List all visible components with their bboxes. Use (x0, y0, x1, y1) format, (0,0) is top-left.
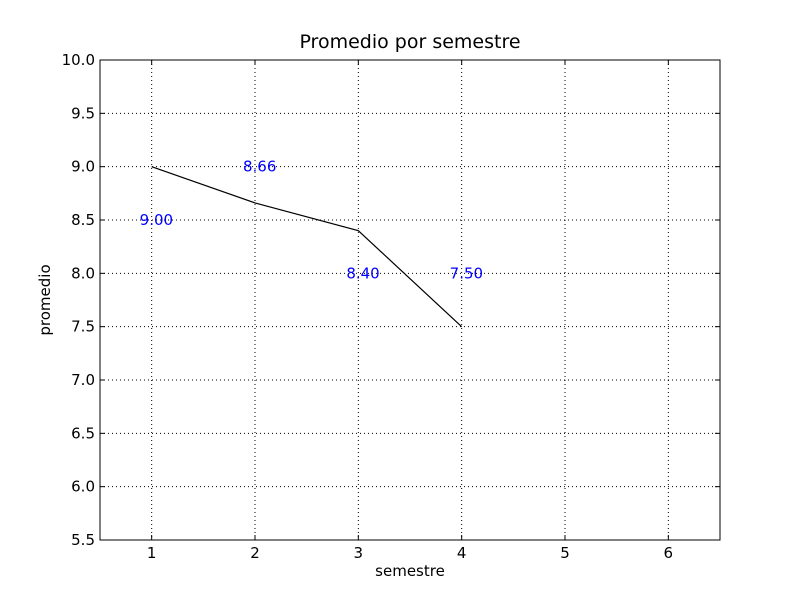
x-tick-label: 1 (147, 544, 157, 562)
series-lines (151, 166, 463, 328)
data-label: 7.50 (450, 264, 483, 282)
y-tick-label: 9.5 (71, 104, 95, 122)
y-tick-label: 8.0 (71, 264, 95, 282)
data-label: 8.66 (243, 158, 276, 176)
data-labels: 9.00 8.66 8.40 7.50 (140, 158, 483, 283)
x-tick-label: 5 (560, 544, 570, 562)
y-tick-label: 9.0 (71, 158, 95, 176)
x-tick-label: 4 (457, 544, 467, 562)
y-tick-label: 10.0 (62, 51, 95, 69)
x-tick-label: 6 (664, 544, 674, 562)
y-axis-label: promedio (36, 264, 54, 335)
y-tick-label: 5.5 (71, 531, 95, 549)
y-tick-label: 7.5 (71, 318, 95, 336)
data-label: 8.40 (346, 264, 379, 282)
x-tick-label: 2 (250, 544, 260, 562)
x-tick-label: 3 (354, 544, 364, 562)
y-tick-label: 6.0 (71, 478, 95, 496)
x-axis-label: semestre (375, 562, 445, 580)
series-line (151, 166, 463, 328)
y-tick-label: 8.5 (71, 211, 95, 229)
y-tick-label: 6.5 (71, 424, 95, 442)
data-label: 9.00 (140, 211, 173, 229)
y-tick-label: 7.0 (71, 371, 95, 389)
chart-title: Promedio por semestre (299, 31, 520, 53)
plot-frame (99, 59, 721, 541)
axis-ticks: 1 2 3 4 5 6 5.5 6.0 6.5 7.0 7.5 8.0 8.5 9.0 9.5 10.0 (62, 51, 720, 562)
